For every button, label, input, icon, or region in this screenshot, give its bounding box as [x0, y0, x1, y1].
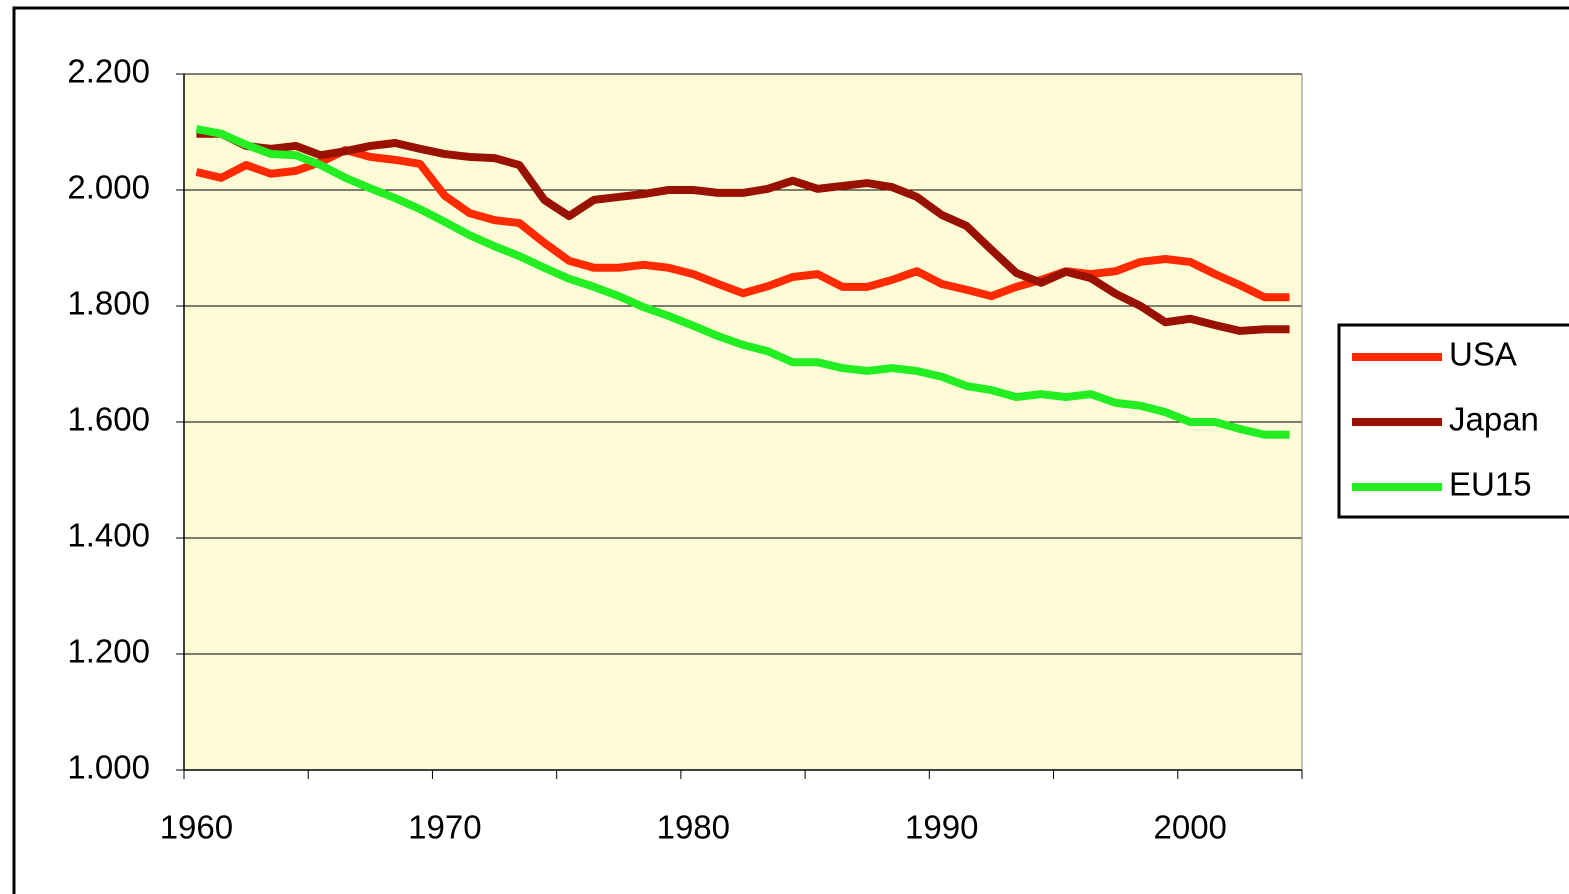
x-tick-label: 1990 [905, 809, 978, 846]
line-series [196, 129, 1290, 335]
y-tick-label: 1.000 [67, 749, 150, 786]
y-tick-label: 2.200 [67, 53, 150, 90]
legend-label: Japan [1449, 401, 1539, 438]
x-tick-label: 1960 [160, 809, 233, 846]
x-tick-label: 1980 [657, 809, 730, 846]
legend-label: EU15 [1449, 466, 1532, 503]
line-series [195, 125, 1290, 439]
legend-label: USA [1449, 336, 1517, 373]
x-tick-label: 2000 [1153, 809, 1226, 846]
y-tick-label: 1.400 [67, 517, 150, 554]
x-tick-label: 1970 [408, 809, 481, 846]
y-tick-label: 1.800 [67, 285, 150, 322]
y-tick-label: 1.600 [67, 401, 150, 438]
line-series [195, 145, 1290, 302]
y-tick-label: 1.200 [67, 633, 150, 670]
y-tick-label: 2.000 [67, 169, 150, 206]
